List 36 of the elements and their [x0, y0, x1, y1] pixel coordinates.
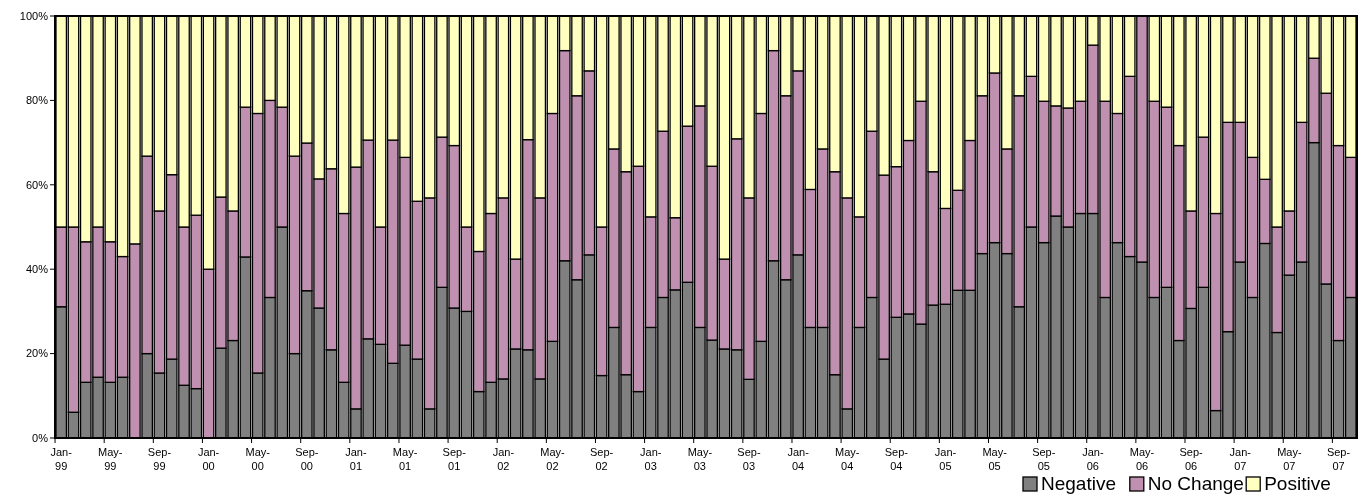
x-tick-label: Sep-05 — [1032, 446, 1056, 472]
legend-label: Positive — [1264, 473, 1331, 494]
x-tick-label: May-05 — [982, 446, 1008, 472]
x-tick-label: Jan-99 — [50, 446, 73, 472]
x-tick-label: Jan-02 — [492, 446, 515, 472]
x-tick-label: May-00 — [245, 446, 271, 472]
y-tick-label: 20% — [25, 347, 49, 360]
x-tick-label: Sep-01 — [442, 446, 467, 472]
x-tick-label: Sep-99 — [147, 446, 172, 472]
x-tick-label: Sep-06 — [1179, 446, 1204, 472]
x-tick-label: Jan-05 — [934, 446, 957, 472]
y-tick-label: 80% — [25, 94, 49, 107]
y-tick-label: 60% — [25, 178, 49, 191]
x-tick-label: Jan-00 — [197, 446, 220, 472]
x-tick-label: Sep-03 — [737, 446, 761, 472]
x-tick-label: Jan-06 — [1082, 446, 1104, 472]
x-tick-label: May-04 — [835, 446, 860, 472]
x-tick-label: Sep-07 — [1326, 446, 1351, 472]
y-tick-label: 40% — [25, 263, 49, 276]
x-tick-label: May-06 — [1129, 446, 1155, 472]
x-tick-label: Jan-04 — [787, 446, 810, 472]
x-tick-label: Jan-03 — [640, 446, 662, 472]
x-tick-label: Sep-04 — [884, 446, 909, 472]
legend-label: No Change — [1147, 473, 1244, 494]
x-tick-label: May-99 — [98, 446, 123, 472]
x-tick-label: May-07 — [1277, 446, 1302, 472]
x-tick-label: Sep-02 — [589, 446, 614, 472]
legend-label: Negative — [1041, 473, 1116, 494]
x-tick-label: May-02 — [540, 446, 566, 472]
x-tick-label: May-03 — [687, 446, 713, 472]
x-tick-label: Jan-07 — [1229, 446, 1252, 472]
x-tick-label: Sep-00 — [295, 446, 319, 472]
y-tick-label: 100% — [19, 9, 49, 22]
x-tick-label: Jan-01 — [345, 446, 367, 472]
y-tick-label: 0% — [32, 431, 49, 444]
x-tick-label: May-01 — [392, 446, 418, 472]
